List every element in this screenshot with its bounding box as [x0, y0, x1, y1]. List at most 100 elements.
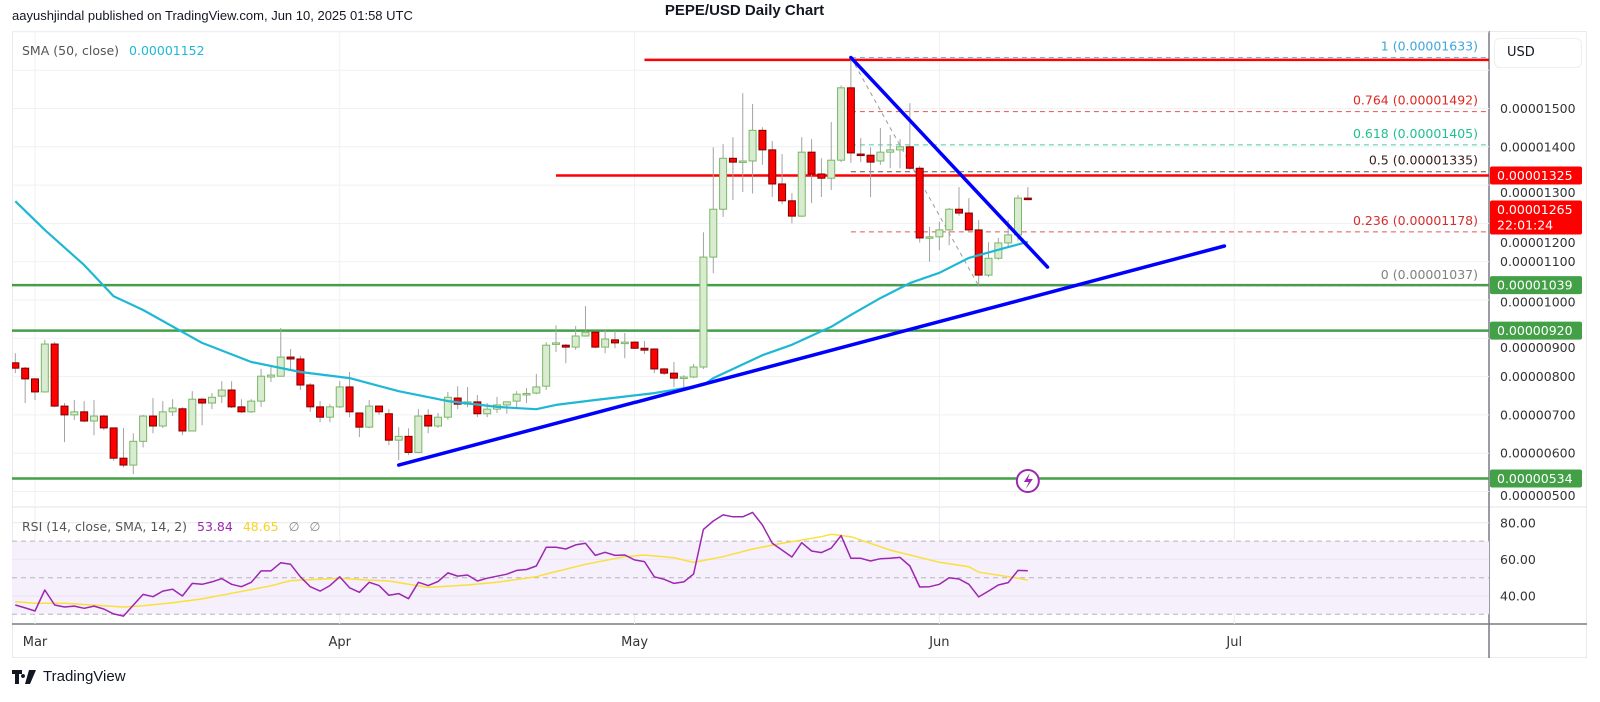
- candle[interactable]: [669, 362, 678, 387]
- candle[interactable]: [257, 368, 266, 407]
- candle[interactable]: [266, 367, 275, 382]
- candle[interactable]: [89, 399, 98, 436]
- candle[interactable]: [719, 144, 728, 217]
- candle[interactable]: [846, 57, 855, 163]
- candle[interactable]: [551, 325, 560, 353]
- rsi-pane[interactable]: [12, 507, 1489, 624]
- candle[interactable]: [758, 127, 767, 165]
- candle[interactable]: [856, 137, 865, 163]
- candle[interactable]: [532, 373, 541, 395]
- candle[interactable]: [384, 409, 393, 446]
- candle[interactable]: [188, 391, 197, 432]
- candle[interactable]: [974, 219, 983, 286]
- candle[interactable]: [660, 368, 669, 376]
- candle[interactable]: [915, 165, 924, 243]
- candle[interactable]: [797, 137, 806, 217]
- candle[interactable]: [827, 121, 836, 191]
- candle[interactable]: [119, 427, 128, 468]
- candle[interactable]: [325, 404, 334, 423]
- candle[interactable]: [394, 427, 403, 461]
- candle[interactable]: [158, 401, 167, 428]
- candle[interactable]: [876, 128, 885, 165]
- candle[interactable]: [699, 232, 708, 369]
- candle[interactable]: [896, 139, 905, 169]
- candle[interactable]: [375, 405, 384, 415]
- candle[interactable]: [227, 381, 236, 409]
- candle[interactable]: [630, 341, 639, 350]
- candle[interactable]: [178, 407, 187, 436]
- candle[interactable]: [866, 147, 875, 197]
- candle[interactable]: [306, 383, 315, 412]
- candle[interactable]: [925, 226, 934, 262]
- falling-resistance-trendline[interactable]: [849, 55, 1050, 269]
- rising-support-trendline[interactable]: [396, 244, 1227, 467]
- candle[interactable]: [60, 403, 69, 443]
- candle[interactable]: [424, 409, 433, 434]
- candle[interactable]: [453, 386, 462, 410]
- rsi-sma-line[interactable]: [15, 533, 1028, 608]
- candle[interactable]: [40, 339, 49, 393]
- candle[interactable]: [984, 242, 993, 278]
- candle[interactable]: [964, 198, 973, 232]
- candle[interactable]: [355, 412, 364, 438]
- candle[interactable]: [99, 414, 108, 431]
- candle[interactable]: [31, 378, 39, 400]
- lightning-icon[interactable]: [1015, 469, 1040, 493]
- candle[interactable]: [689, 363, 698, 379]
- candle[interactable]: [207, 393, 216, 410]
- candle[interactable]: [778, 154, 787, 205]
- candle[interactable]: [365, 399, 374, 429]
- candle[interactable]: [286, 349, 295, 371]
- candle[interactable]: [571, 326, 580, 350]
- candle[interactable]: [414, 409, 423, 454]
- candle[interactable]: [522, 388, 531, 404]
- candle[interactable]: [817, 158, 826, 197]
- candle[interactable]: [935, 221, 944, 251]
- candle[interactable]: [787, 193, 796, 224]
- candle[interactable]: [237, 399, 246, 413]
- candle[interactable]: [345, 372, 354, 418]
- candle[interactable]: [512, 391, 521, 409]
- candle[interactable]: [542, 342, 551, 391]
- rsi-legend[interactable]: RSI (14, close, SMA, 14, 2) 53.84 48.65 …: [22, 519, 326, 534]
- candle[interactable]: [945, 208, 954, 246]
- candle[interactable]: [610, 331, 619, 349]
- candle[interactable]: [728, 137, 737, 201]
- candle[interactable]: [80, 401, 89, 423]
- candle[interactable]: [109, 427, 118, 461]
- candle[interactable]: [955, 187, 964, 216]
- candle[interactable]: [70, 399, 79, 420]
- candle[interactable]: [807, 139, 816, 204]
- candle[interactable]: [886, 134, 895, 169]
- candle[interactable]: [198, 398, 207, 426]
- candle[interactable]: [905, 103, 914, 170]
- candle[interactable]: [168, 399, 177, 417]
- candle[interactable]: [493, 396, 502, 413]
- candle[interactable]: [748, 103, 757, 194]
- candle[interactable]: [768, 141, 777, 197]
- candle[interactable]: [434, 412, 443, 428]
- candle[interactable]: [738, 93, 747, 192]
- candle[interactable]: [148, 398, 157, 434]
- candle[interactable]: [316, 401, 325, 423]
- candle[interactable]: [650, 348, 659, 374]
- candle[interactable]: [473, 394, 482, 418]
- candle[interactable]: [561, 344, 570, 364]
- main-pane[interactable]: 1 (0.00001633) 0.764 (0.00001492) 0.618 (0…: [12, 31, 1489, 507]
- sma-50-line[interactable]: [14, 200, 1029, 411]
- candle[interactable]: [335, 381, 344, 409]
- candle[interactable]: [50, 342, 59, 408]
- candle[interactable]: [21, 367, 30, 404]
- candle[interactable]: [601, 329, 610, 354]
- candle[interactable]: [443, 391, 452, 420]
- sma-legend[interactable]: SMA (50, close) 0.00001152: [22, 43, 211, 58]
- candle[interactable]: [247, 399, 256, 413]
- candle[interactable]: [217, 381, 226, 404]
- candle[interactable]: [1023, 187, 1032, 201]
- candle[interactable]: [404, 428, 413, 456]
- candle[interactable]: [837, 85, 846, 163]
- fib-trend-line[interactable]: [850, 57, 980, 287]
- currency-button[interactable]: USD: [1494, 38, 1582, 68]
- candle[interactable]: [12, 353, 20, 374]
